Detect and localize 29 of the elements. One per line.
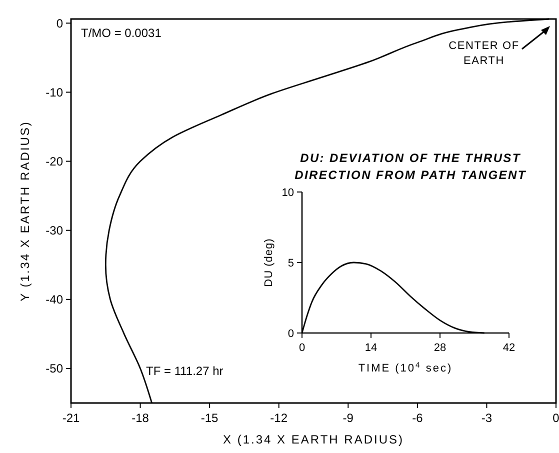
x-axis-title: X (1.34 X EARTH RADIUS) [223, 432, 404, 446]
annotation: TF = 111.27 hr [146, 364, 224, 378]
y-tick-label: -30 [46, 224, 64, 238]
x-tick-label: -6 [412, 411, 424, 425]
y-tick-label: -20 [46, 154, 64, 168]
y-axis-title: Y (1.34 X EARTH RADIUS) [18, 120, 32, 302]
y-tick-label: 0 [288, 328, 294, 340]
x-tick-label: 0 [552, 411, 559, 425]
chart-title: DU: DEVIATION OF THE THRUST DIRECTION FROM PATH TANGENT [294, 151, 527, 182]
x-tick-label: -12 [270, 411, 288, 425]
x-tick-label: 0 [298, 342, 306, 354]
y-axis-title: DU (deg) [263, 238, 275, 287]
annotation: T/MO = 0.0031 [81, 26, 162, 40]
x-tick-label: -9 [342, 411, 354, 425]
y-tick-label: 0 [56, 16, 64, 30]
x-tick-label: 28 [434, 342, 446, 354]
y-tick-label: -10 [46, 85, 64, 100]
y-tick-label: 10 [282, 186, 294, 199]
x-tick-label: 14 [364, 342, 378, 354]
x-tick-label: -18 [132, 411, 150, 425]
y-tick-label: -40 [46, 292, 64, 307]
x-tick-label: -3 [481, 411, 492, 425]
y-tick-label: 5 [288, 257, 294, 270]
x-axis-title: TIME (10$^{4}$ sec) [358, 360, 453, 375]
y-tick-label: -50 [46, 362, 64, 376]
x-tick-label: 42 [502, 342, 516, 354]
annotation: CENTER OF EARTH [448, 40, 520, 67]
x-tick-label: -15 [200, 411, 219, 425]
x-tick-label: -21 [62, 411, 80, 425]
